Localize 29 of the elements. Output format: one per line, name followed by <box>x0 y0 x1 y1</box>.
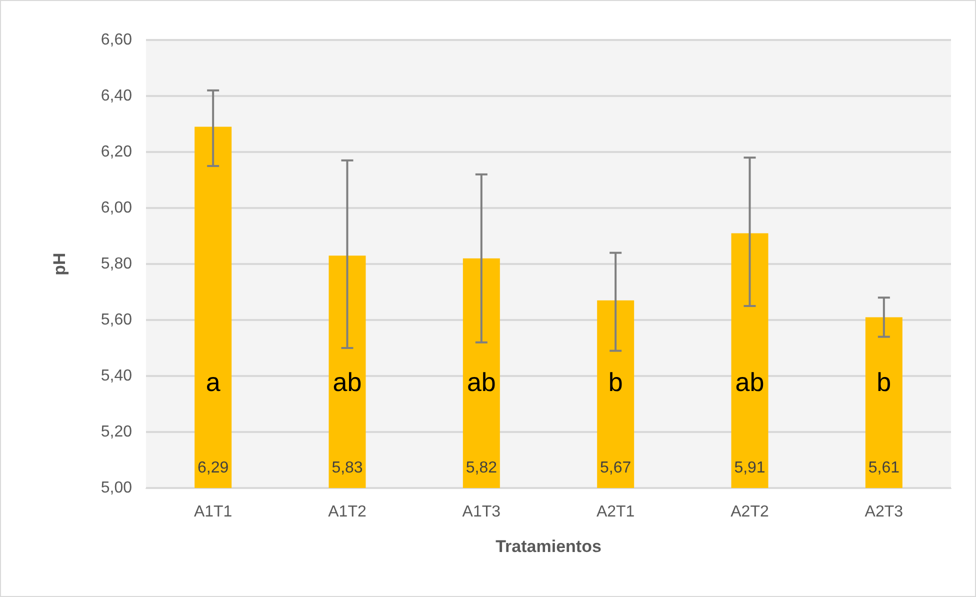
y-tick-label: 6,60 <box>100 32 132 48</box>
y-tick-label: 5,80 <box>100 256 132 272</box>
y-tick-label: 6,00 <box>100 200 132 216</box>
x-axis-title: Tratamientos <box>496 537 602 556</box>
data-label: 5,61 <box>868 460 900 476</box>
y-tick-label: 6,40 <box>100 88 132 104</box>
x-tick-label: A1T2 <box>328 504 366 520</box>
x-tick-label: A1T1 <box>194 504 232 520</box>
data-label: 5,83 <box>332 460 363 476</box>
y-tick-label: 5,40 <box>100 368 132 384</box>
y-tick-label: 5,00 <box>100 480 132 496</box>
annotation: ab <box>735 367 764 397</box>
y-tick-label: 5,60 <box>100 312 132 328</box>
y-tick-label: 6,20 <box>100 144 132 160</box>
data-label: 5,91 <box>734 460 766 476</box>
y-axis-title: pH <box>50 252 69 276</box>
y-tick-label: 5,20 <box>100 424 132 440</box>
annotation: b <box>876 367 892 397</box>
x-tick-label: A2T2 <box>730 504 769 520</box>
annotation: ab <box>332 367 362 397</box>
data-label: 5,82 <box>466 460 498 476</box>
x-tick-label: A1T3 <box>462 504 501 520</box>
annotation: ab <box>466 367 496 397</box>
data-label: 6,29 <box>198 460 229 476</box>
annotation: b <box>608 367 623 397</box>
x-tick-label: A2T3 <box>864 504 904 520</box>
annotation: a <box>206 367 221 397</box>
data-label: 5,67 <box>600 460 632 476</box>
x-tick-label: A2T1 <box>596 504 635 520</box>
